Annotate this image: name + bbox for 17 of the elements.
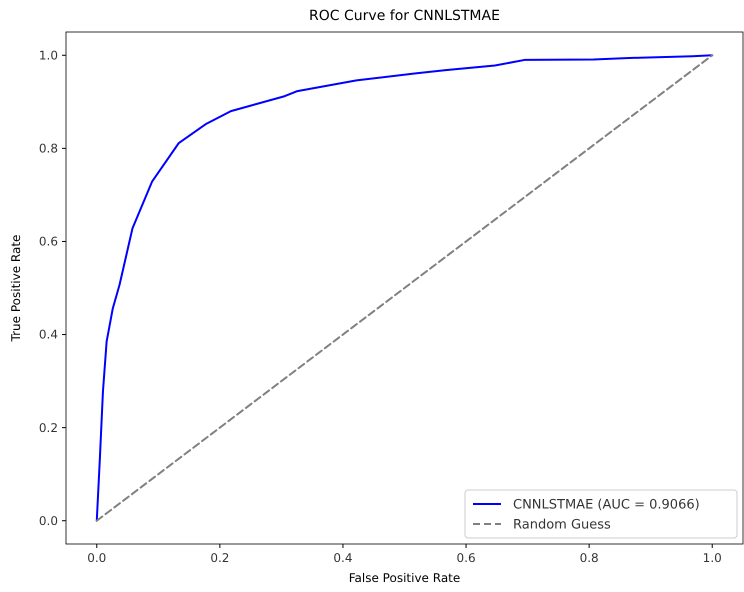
x-tick-label: 0.0 xyxy=(87,551,106,565)
chart-title: ROC Curve for CNNLSTMAE xyxy=(309,8,500,24)
y-tick-label: 0.4 xyxy=(38,328,58,342)
y-axis-title: True Positive Rate xyxy=(9,234,23,342)
legend-label: Random Guess xyxy=(513,518,612,533)
x-tick-label: 1.0 xyxy=(702,551,722,565)
x-tick-label: 0.4 xyxy=(333,551,352,565)
x-tick-label: 0.8 xyxy=(580,551,599,565)
x-tick-label: 0.6 xyxy=(456,551,476,565)
y-tick-label: 0.8 xyxy=(38,142,58,156)
x-axis-title: False Positive Rate xyxy=(348,571,460,585)
legend-label: CNNLSTMAE (AUC = 0.9066) xyxy=(513,498,700,513)
y-tick-label: 1.0 xyxy=(38,48,58,62)
x-tick-label: 0.2 xyxy=(210,551,230,565)
y-tick-label: 0.0 xyxy=(38,514,58,528)
y-tick-label: 0.2 xyxy=(38,420,58,435)
y-tick-label: 0.6 xyxy=(38,234,58,249)
